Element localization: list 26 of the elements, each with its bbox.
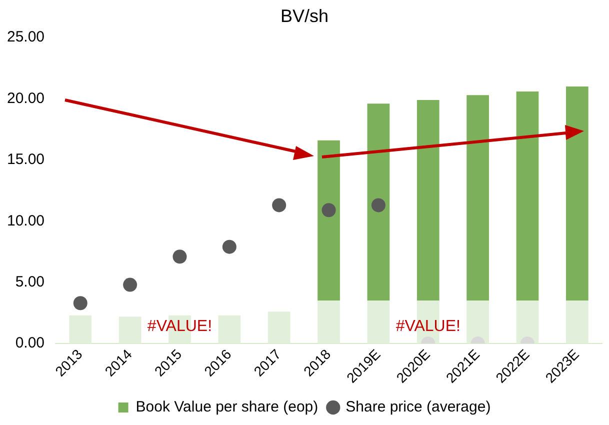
bar <box>566 300 588 344</box>
annotation: #VALUE! <box>147 318 212 335</box>
legend-label: Share price (average) <box>346 398 491 416</box>
bar <box>118 316 142 344</box>
y-tick-label: 0.00 <box>15 334 45 352</box>
bar <box>416 100 440 301</box>
bar <box>318 140 340 301</box>
bar <box>466 95 489 301</box>
bar <box>268 312 290 344</box>
bar <box>566 86 588 301</box>
y-tick-label: 25.00 <box>6 28 45 46</box>
bar <box>516 91 539 301</box>
bar <box>466 300 489 344</box>
bar <box>218 315 241 344</box>
legend-label: Book Value per share (eop) <box>136 398 318 416</box>
chart-title: BV/sh <box>280 6 329 26</box>
y-tick-label: 10.00 <box>6 212 45 230</box>
bar <box>367 300 390 344</box>
y-tick-label: 5.00 <box>15 273 45 290</box>
bar <box>516 300 539 344</box>
y-tick-label: 20.00 <box>6 90 45 107</box>
bar <box>318 300 340 344</box>
bar <box>69 315 92 344</box>
annotation: #VALUE! <box>396 318 460 335</box>
y-tick-label: 15.00 <box>6 151 45 168</box>
bar <box>367 104 390 301</box>
